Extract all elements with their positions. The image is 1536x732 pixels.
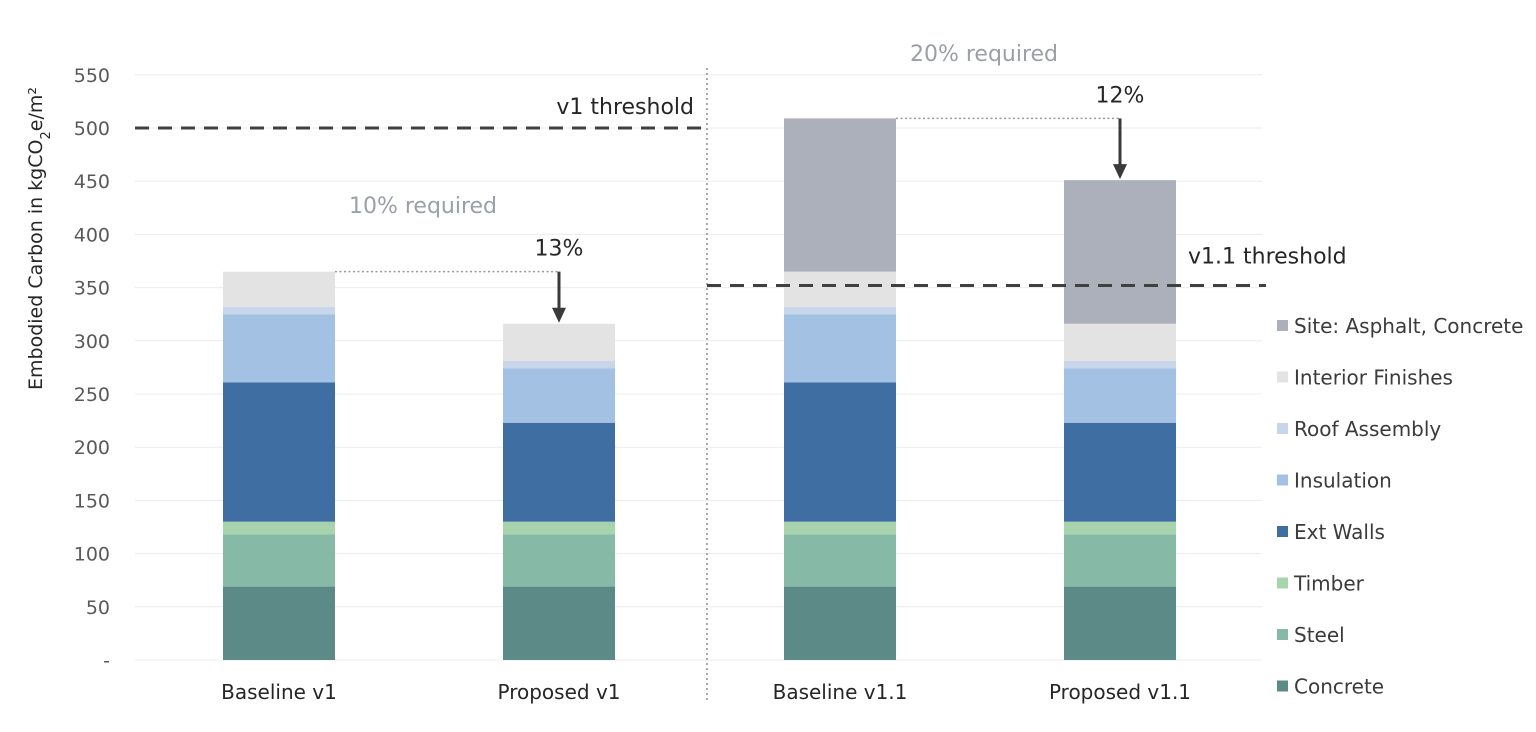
category-label: Proposed v1	[498, 680, 621, 704]
legend-label: Interior Finishes	[1294, 366, 1453, 390]
bar-segment-concrete	[503, 586, 615, 660]
required-label: 20% required	[910, 42, 1058, 67]
y-tick-label: -	[103, 650, 110, 672]
bar-segment-steel	[223, 534, 335, 587]
legend-label: Timber	[1293, 572, 1365, 596]
legend-label: Concrete	[1294, 675, 1384, 699]
bar-segment-ext-walls	[1064, 422, 1176, 522]
bar-segment-concrete	[1064, 586, 1176, 660]
y-tick-label: 200	[74, 437, 110, 459]
legend-label: Ext Walls	[1294, 520, 1385, 544]
bar-segment-roof-assembly	[1064, 361, 1176, 369]
bar-segment-insulation	[1064, 368, 1176, 423]
bar-segment-steel	[784, 534, 896, 587]
legend-swatch	[1277, 320, 1288, 331]
required-label: 10% required	[349, 194, 497, 219]
legend-label: Steel	[1294, 623, 1345, 647]
v1-1-threshold-label: v1.1 threshold	[1188, 244, 1347, 269]
legend-swatch	[1277, 629, 1288, 640]
legend-swatch	[1277, 423, 1288, 434]
bar-segment-concrete	[223, 586, 335, 660]
legend-swatch	[1277, 474, 1288, 486]
bar-segment-roof-assembly	[223, 306, 335, 315]
bar-segment-timber	[503, 521, 615, 535]
bar-segment-interior-finishes	[503, 323, 615, 362]
bar-segment-ext-walls	[503, 422, 615, 522]
legend: Site: Asphalt, Concrete Interior Finishes…	[1277, 314, 1523, 699]
category-label: Baseline v1	[221, 680, 337, 704]
reduction-percent: 12%	[1096, 83, 1145, 108]
v1-threshold-label: v1 threshold	[556, 95, 694, 120]
bar-segment-timber	[1064, 521, 1176, 535]
bars	[223, 118, 1176, 660]
reduction-annotations: 13% 10% required 12% 20% required	[335, 42, 1144, 323]
bar-segment-roof-assembly	[503, 361, 615, 369]
bar-segment-interior-finishes	[223, 271, 335, 307]
legend-swatch	[1277, 371, 1288, 383]
y-tick-label: 550	[74, 65, 110, 87]
y-tick-label: 450	[74, 171, 110, 193]
legend-swatch	[1277, 680, 1288, 692]
bar-segment-timber	[223, 521, 335, 535]
legend-swatch	[1277, 526, 1288, 537]
reduction-percent: 13%	[535, 237, 584, 262]
y-tick-label: 100	[74, 544, 110, 566]
bar-segment-interior-finishes	[1064, 323, 1176, 362]
y-axis-label: Embodied Carbon in kgCO2e/m²	[25, 87, 54, 390]
threshold-lines: v1 threshold v1.1 threshold	[135, 95, 1347, 287]
bar-segment-steel	[503, 534, 615, 587]
y-tick-label: 300	[74, 331, 110, 353]
category-label: Proposed v1.1	[1049, 680, 1191, 704]
y-tick-label: 150	[74, 490, 110, 512]
y-axis-ticks: - 50 100 150 200 250 300 350 400 450 500 550	[74, 65, 110, 672]
x-axis-categories: Baseline v1 Proposed v1 Baseline v1.1 Propo…	[221, 680, 1191, 704]
bar-segment-ext-walls	[784, 382, 896, 522]
category-label: Baseline v1.1	[773, 680, 908, 704]
y-tick-label: 350	[74, 278, 110, 300]
y-tick-label: 400	[74, 224, 110, 246]
bar-segment-insulation	[784, 314, 896, 383]
bar-segment-roof-assembly	[784, 306, 896, 315]
bar-segment-concrete	[784, 586, 896, 660]
y-tick-label: 500	[74, 118, 110, 140]
reduction-arrow-head	[1113, 164, 1127, 180]
bar-segment-insulation	[223, 314, 335, 383]
legend-swatch	[1277, 577, 1288, 589]
reduction-arrow-head	[552, 307, 566, 323]
y-tick-label: 250	[74, 384, 110, 406]
legend-label: Site: Asphalt, Concrete	[1294, 314, 1523, 338]
legend-label: Insulation	[1294, 469, 1392, 493]
bar-segment-steel	[1064, 534, 1176, 587]
bar-segment-interior-finishes	[784, 271, 896, 307]
bar-segment-insulation	[503, 368, 615, 423]
bar-segment-ext-walls	[223, 382, 335, 522]
legend-label: Roof Assembly	[1294, 417, 1441, 441]
y-tick-label: 50	[86, 597, 110, 619]
bar-segment-site-asphalt-concrete	[1064, 180, 1176, 324]
bar-segment-timber	[784, 521, 896, 535]
bar-segment-site-asphalt-concrete	[784, 118, 896, 272]
